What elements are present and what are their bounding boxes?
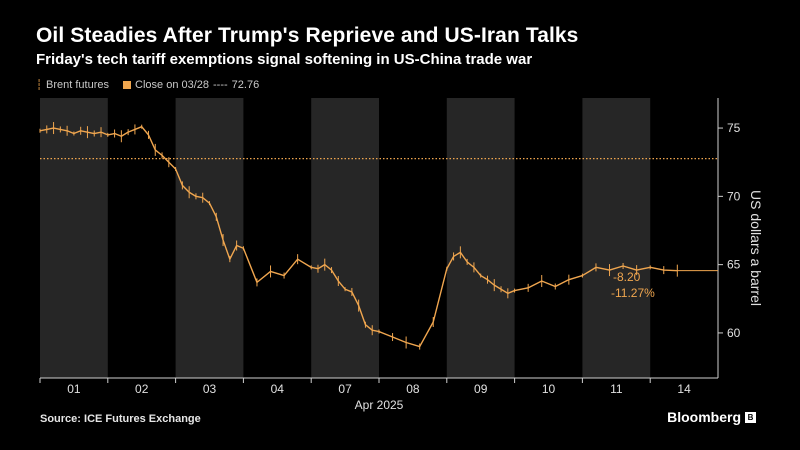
legend: ┆ Brent futures Close on 03/28 ---- 72.7… bbox=[36, 79, 259, 91]
shaded-band-11 bbox=[582, 98, 651, 378]
reference-swatch-icon bbox=[123, 81, 132, 89]
x-tick-label: 08 bbox=[406, 382, 420, 396]
y-tick-label: 70 bbox=[727, 189, 741, 203]
legend-reference-value: 72.76 bbox=[231, 79, 260, 91]
chart-subtitle: Friday's tech tariff exemptions signal s… bbox=[36, 51, 533, 68]
y-axis-label: US dollars a barrel bbox=[748, 190, 764, 306]
source-note: Source: ICE Futures Exchange bbox=[40, 413, 201, 425]
x-tick-label: 14 bbox=[677, 382, 691, 396]
x-tick-label: 01 bbox=[67, 382, 81, 396]
x-tick-label: 03 bbox=[203, 382, 217, 396]
y-tick-label: 75 bbox=[727, 121, 741, 135]
shaded-band-07 bbox=[311, 98, 379, 378]
x-tick-label: 10 bbox=[542, 382, 556, 396]
brand-name: Bloomberg bbox=[667, 409, 741, 425]
change-annotation: -8.20 bbox=[613, 270, 641, 284]
chart-title: Oil Steadies After Trump's Reprieve and … bbox=[36, 24, 579, 47]
legend-reference-label: Close on 03/28 bbox=[135, 79, 210, 91]
x-tick-label: 04 bbox=[271, 382, 285, 396]
x-month-label: Apr 2025 bbox=[355, 398, 404, 412]
shaded-band-03 bbox=[175, 98, 244, 378]
y-tick-label: 60 bbox=[727, 326, 741, 340]
x-tick-label: 11 bbox=[610, 382, 623, 396]
legend-reference-dash: ---- bbox=[213, 79, 228, 91]
x-tick-label: 02 bbox=[135, 382, 149, 396]
y-tick-label: 65 bbox=[727, 258, 741, 272]
shaded-band-01 bbox=[40, 98, 108, 378]
change-pct-annotation: -11.27% bbox=[611, 286, 655, 300]
x-tick-label: 07 bbox=[338, 382, 352, 396]
ohlc-bar-icon: ┆ bbox=[36, 79, 43, 91]
brand-logo: Bloomberg B bbox=[667, 409, 756, 425]
bloomberg-mark-icon: B bbox=[745, 411, 756, 423]
x-tick-label: 09 bbox=[474, 382, 488, 396]
shaded-band-09 bbox=[446, 98, 515, 378]
legend-series-label: Brent futures bbox=[46, 79, 110, 91]
